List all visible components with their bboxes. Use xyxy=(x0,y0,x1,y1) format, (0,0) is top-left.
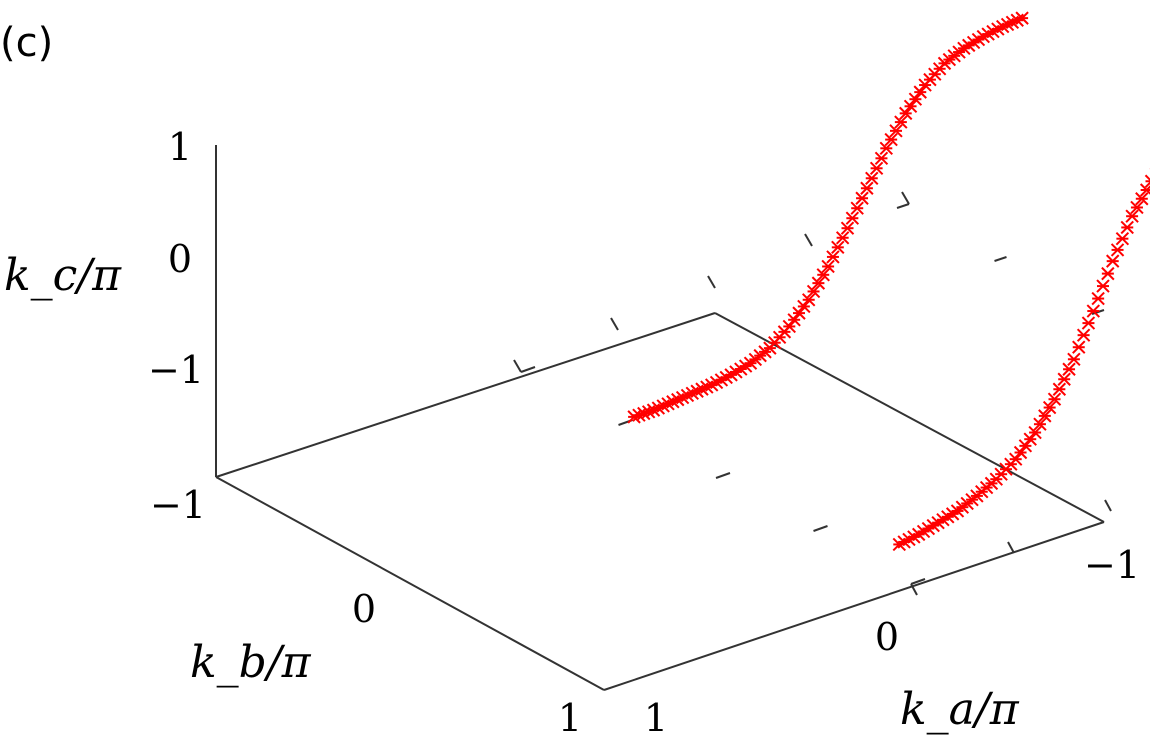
data-point-series-2 xyxy=(826,250,840,264)
data-point-series-1 xyxy=(1110,243,1125,257)
data-point-series-2 xyxy=(913,85,927,99)
data-point-series-1 xyxy=(1139,183,1150,197)
data-point-series-1 xyxy=(1091,291,1105,306)
data-point-series-2 xyxy=(898,106,913,121)
data-point-series-1 xyxy=(1062,362,1076,376)
data-point-series-2 xyxy=(801,293,816,307)
data-point-series-1 xyxy=(892,537,907,552)
kb-tick-mark-far xyxy=(994,256,1007,262)
kb-tick-mark xyxy=(715,472,731,479)
data-point-series-1 xyxy=(1033,417,1047,431)
kb-tick-1: 1 xyxy=(558,696,582,740)
data-point-series-2 xyxy=(869,161,884,175)
axes xyxy=(215,145,1105,691)
data-point-series-1 xyxy=(1120,220,1134,235)
ka-tick-mark xyxy=(804,233,813,247)
data-point-series-1 xyxy=(1115,231,1130,246)
ticks xyxy=(513,191,1112,596)
ka-tick-minus1: −1 xyxy=(1084,543,1140,587)
data-point-series-1 xyxy=(1144,174,1150,188)
kb-tick-mark xyxy=(520,366,536,373)
kb-tick-minus1: −1 xyxy=(150,483,206,527)
kc-axis-label: k_c/π xyxy=(4,250,122,301)
data-point-series-1 xyxy=(1072,340,1086,354)
kb-tick-0: 0 xyxy=(352,587,376,631)
data-point-series-1 xyxy=(1057,372,1071,386)
ka-tick-mark-far xyxy=(1007,541,1015,554)
data-point-series-2 xyxy=(918,78,932,92)
kc-tick-1: 1 xyxy=(168,125,192,169)
ka-tick-mark xyxy=(513,359,522,373)
data-point-series-1 xyxy=(1052,382,1067,396)
kb-tick-mark xyxy=(910,578,926,585)
data-point-series-2 xyxy=(816,268,830,282)
data-point-series-1 xyxy=(1047,392,1062,406)
data-point-series-2 xyxy=(840,221,855,235)
data-point-series-1 xyxy=(1081,316,1096,330)
floor-back-edge-left xyxy=(215,312,716,478)
ka-tick-mark-far xyxy=(1104,499,1112,512)
data-point-series-1 xyxy=(1101,266,1115,281)
data-point-series-2 xyxy=(797,299,811,314)
data-points xyxy=(627,11,1150,552)
data-point-series-2 xyxy=(865,171,879,185)
data-point-series-2 xyxy=(821,259,835,274)
data-point-series-2 xyxy=(627,410,641,424)
data-point-series-1 xyxy=(1038,409,1052,423)
data-point-series-2 xyxy=(831,240,845,255)
data-point-series-1 xyxy=(1042,400,1057,415)
data-point-series-2 xyxy=(835,231,850,245)
data-point-series-2 xyxy=(850,201,864,215)
data-point-series-2 xyxy=(879,141,894,156)
ka-tick-mark xyxy=(707,275,716,289)
ka-tick-0: 0 xyxy=(875,615,899,659)
data-point-series-2 xyxy=(792,306,806,320)
kb-axis-label: k_b/π xyxy=(190,637,312,688)
data-point-series-2 xyxy=(889,124,903,138)
ka-tick-1: 1 xyxy=(644,696,668,740)
data-point-series-1 xyxy=(1096,279,1110,293)
data-point-series-1 xyxy=(1018,439,1033,453)
data-point-series-1 xyxy=(1135,192,1149,206)
data-point-series-2 xyxy=(845,211,860,225)
data-point-series-1 xyxy=(1105,254,1120,268)
data-point-series-1 xyxy=(1076,328,1091,342)
data-point-series-2 xyxy=(903,99,918,113)
ka-tick-mark xyxy=(610,317,619,331)
data-point-series-1 xyxy=(1130,200,1144,215)
data-point-series-1 xyxy=(1086,304,1101,318)
ka-tick-mark-far xyxy=(910,583,918,596)
data-point-series-2 xyxy=(860,181,874,195)
data-point-series-1 xyxy=(1023,432,1037,446)
ka-axis-line xyxy=(603,521,1105,691)
kc-tick-minus1: −1 xyxy=(148,348,204,392)
kc-tick-0: 0 xyxy=(168,237,192,281)
panel-label: (c) xyxy=(0,20,53,66)
data-point-series-2 xyxy=(806,284,821,299)
axis-labels: k_c/π k_b/π k_a/π xyxy=(4,250,1020,735)
data-point-series-2 xyxy=(908,92,923,106)
data-point-series-1 xyxy=(1125,209,1139,223)
kb-axis-line xyxy=(215,476,605,691)
tick-labels: 1 0 −1 −1 0 1 1 0 −1 xyxy=(148,125,1140,740)
data-point-series-2 xyxy=(855,191,869,205)
data-point-series-2 xyxy=(884,132,898,147)
ka-tick-mark xyxy=(901,191,910,205)
data-point-series-1 xyxy=(1067,352,1081,366)
data-point-series-1 xyxy=(1028,425,1042,440)
data-point-series-2 xyxy=(787,313,801,327)
kb-tick-mark-far xyxy=(896,203,910,209)
ka-axis-label: k_a/π xyxy=(900,684,1020,735)
data-point-series-1 xyxy=(1013,445,1028,460)
kb-tick-mark xyxy=(813,525,828,532)
data-point-series-2 xyxy=(894,115,908,129)
data-point-series-2 xyxy=(811,276,826,290)
data-point-series-2 xyxy=(874,151,889,166)
